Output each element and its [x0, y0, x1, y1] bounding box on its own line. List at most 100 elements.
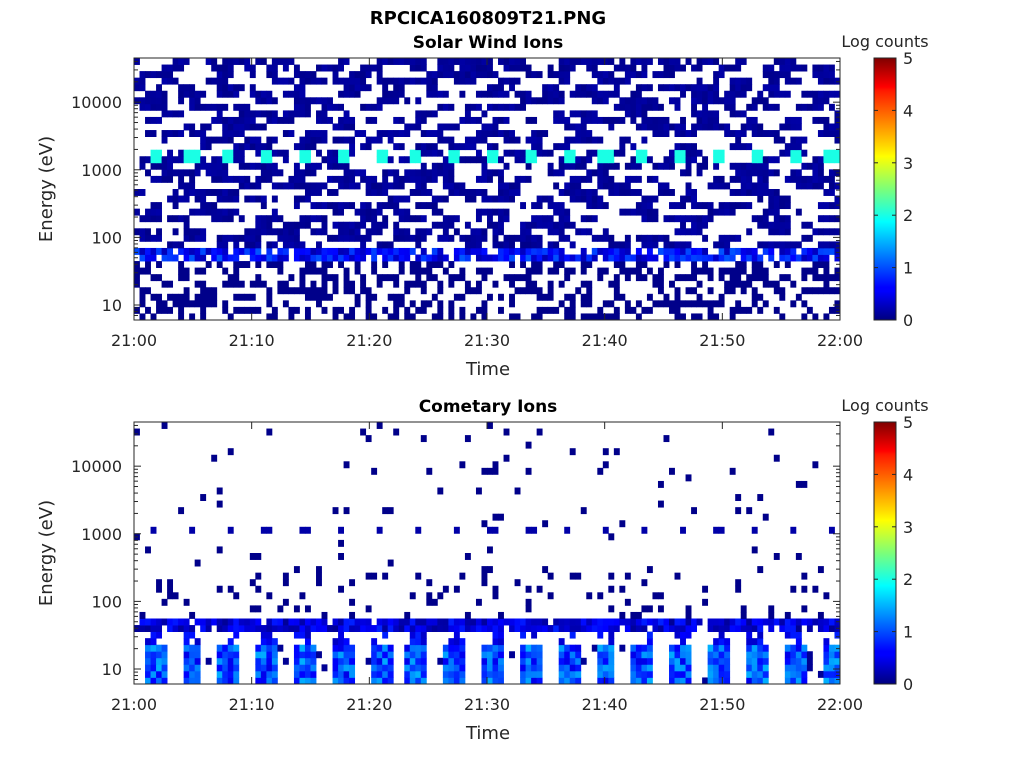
heatmap-cell — [139, 313, 146, 320]
heatmap-cell — [691, 254, 697, 262]
heatmap-cell — [437, 300, 444, 308]
heatmap-cell — [487, 143, 493, 151]
heatmap-cell — [536, 143, 543, 151]
heatmap-cell — [167, 110, 174, 118]
heatmap-cell — [569, 149, 576, 157]
heatmap-cell — [470, 234, 477, 242]
heatmap-cell — [205, 625, 212, 632]
heatmap-cell — [487, 254, 493, 262]
heatmap-cell — [453, 618, 460, 626]
heatmap-cell — [613, 306, 620, 314]
heatmap-cell — [205, 103, 212, 111]
heatmap-cell — [156, 657, 162, 665]
heatmap-cell — [167, 175, 174, 183]
heatmap-cell — [790, 585, 797, 593]
heatmap-cell — [635, 267, 642, 275]
heatmap-cell — [360, 247, 367, 255]
colorbar-gradient — [873, 421, 897, 685]
heatmap-cell — [597, 77, 604, 85]
heatmap-cell — [735, 169, 742, 177]
heatmap-cell — [299, 195, 306, 203]
heatmap-cell — [343, 670, 350, 678]
heatmap-cell — [674, 664, 681, 672]
heatmap-cell — [349, 84, 356, 92]
heatmap-cell — [784, 657, 791, 665]
heatmap-cell — [757, 182, 764, 190]
heatmap-cell — [249, 64, 256, 72]
heatmap-cell — [194, 130, 201, 137]
heatmap-cell — [189, 97, 196, 105]
heatmap-cell — [211, 136, 218, 144]
heatmap-cell — [575, 58, 582, 65]
heatmap-cell — [613, 287, 620, 295]
heatmap-cell — [801, 670, 808, 678]
heatmap-cell — [376, 274, 383, 282]
heatmap-cell — [646, 631, 653, 639]
heatmap-cell — [646, 97, 653, 105]
heatmap-cell — [145, 116, 151, 124]
heatmap-cell — [498, 189, 504, 196]
heatmap-cell — [327, 64, 333, 72]
heatmap-cell — [475, 136, 482, 144]
heatmap-cell — [277, 169, 284, 177]
heatmap-cell — [652, 215, 659, 223]
heatmap-cell — [713, 84, 720, 92]
heatmap-cell — [233, 651, 240, 659]
heatmap-cell — [492, 254, 499, 262]
heatmap-cell — [801, 136, 808, 144]
heatmap-cell — [553, 84, 560, 92]
heatmap-cell — [304, 182, 311, 190]
heatmap-cell — [178, 97, 185, 105]
heatmap-cell — [680, 90, 686, 98]
heatmap-cell — [470, 228, 477, 236]
heatmap-cell — [266, 110, 273, 118]
heatmap-cell — [729, 267, 736, 275]
heatmap-cell — [691, 261, 697, 268]
heatmap-cell — [613, 313, 620, 320]
heatmap-cell — [216, 156, 223, 164]
y-tick-label: 10 — [102, 296, 122, 315]
heatmap-cell — [828, 90, 835, 98]
heatmap-cell — [453, 625, 460, 632]
heatmap-cell — [316, 215, 322, 223]
heatmap-cell — [735, 625, 742, 632]
heatmap-cell — [437, 195, 444, 203]
heatmap-cell — [233, 618, 240, 626]
heatmap-cell — [757, 644, 764, 652]
heatmap-cell — [299, 182, 306, 190]
heatmap-cell — [790, 143, 797, 151]
heatmap-cell — [371, 261, 378, 268]
heatmap-cell — [509, 618, 515, 626]
heatmap-cell — [795, 638, 802, 646]
heatmap-cell — [624, 254, 631, 262]
heatmap-cell — [475, 189, 482, 196]
heatmap-cell — [189, 156, 196, 164]
heatmap-cell — [823, 670, 830, 678]
heatmap-cell — [740, 182, 747, 190]
heatmap-cell — [503, 428, 510, 436]
heatmap-cell — [602, 182, 609, 190]
heatmap-cell — [735, 494, 742, 501]
heatmap-cell — [200, 143, 207, 151]
heatmap-cell — [299, 215, 306, 223]
heatmap-cell — [757, 175, 764, 183]
heatmap-cell — [464, 110, 471, 118]
heatmap-cell — [492, 71, 499, 79]
heatmap-cell — [260, 169, 267, 177]
heatmap-cell — [525, 677, 532, 684]
heatmap-cell — [316, 300, 322, 308]
heatmap-cell — [674, 143, 681, 151]
heatmap-cell — [167, 169, 174, 177]
heatmap-cell — [371, 215, 378, 223]
heatmap-cell — [685, 300, 692, 308]
heatmap-cell — [553, 221, 560, 229]
heatmap-cell — [409, 175, 416, 183]
heatmap-cell — [724, 130, 731, 137]
heatmap-cell — [233, 103, 240, 111]
heatmap-cell — [652, 175, 659, 183]
heatmap-cell — [740, 280, 747, 288]
heatmap-cell — [806, 664, 813, 672]
heatmap-cell — [646, 267, 653, 275]
heatmap-cell — [487, 103, 493, 111]
heatmap-cell — [216, 546, 223, 554]
